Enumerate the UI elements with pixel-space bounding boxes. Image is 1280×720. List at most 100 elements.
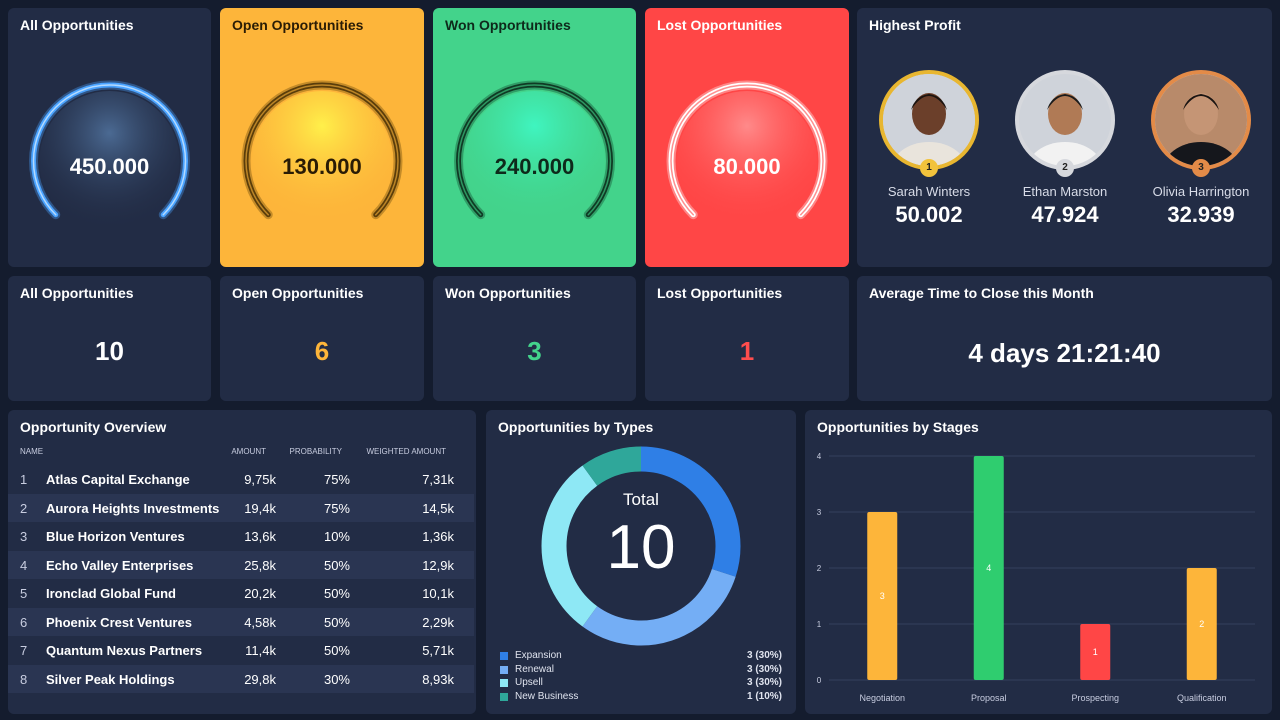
person-1-avatar [883, 74, 975, 166]
legend-swatch [500, 679, 508, 687]
count-title: Lost Opportunities [657, 285, 783, 301]
avg-time-value: 4 days 21:21:40 [968, 338, 1161, 368]
row-name: Phoenix Crest Ventures [46, 614, 192, 630]
gauge-title: All Opportunities [20, 17, 134, 33]
count-card-2: Open Opportunities 6 [220, 276, 424, 401]
donut-total-label: Total [623, 490, 659, 509]
gauge-arc [666, 80, 828, 231]
table-header: NAME AMOUNT PROBABILITY WEIGHTED AMOUNT [8, 447, 474, 461]
avatar [879, 70, 979, 170]
row-index: 4 [20, 557, 28, 573]
legend-label: New Business [515, 690, 579, 702]
donut-segment-renewal[interactable] [582, 568, 736, 646]
y-tick-label: 4 [817, 452, 822, 461]
avg-time-title: Average Time to Close this Month [869, 285, 1094, 301]
gauge-value: 450.000 [69, 154, 150, 179]
y-tick-label: 0 [817, 676, 822, 685]
gauge-arc [454, 80, 615, 231]
person-name: Sarah Winters [887, 184, 971, 199]
bar-prospecting[interactable] [1080, 624, 1111, 680]
row-index: 1 [20, 472, 28, 487]
gauge-arc [29, 80, 190, 231]
gauge-title: Won Opportunities [445, 17, 571, 33]
row-probability: 10% [323, 529, 350, 544]
legend-label: Upsell [515, 677, 543, 688]
row-weighted-amount: 1,36k [422, 529, 454, 544]
count-card-4: Lost Opportunities 1 [645, 276, 849, 401]
legend-item[interactable]: Renewal 3 (30%) [500, 664, 782, 678]
row-index: 6 [20, 614, 28, 630]
table-row[interactable]: 5 Ironclad Global Fund 20,2k 50% 10,1k [8, 579, 474, 608]
gauge-value: 80.000 [713, 154, 781, 179]
person-value: 32.939 [1167, 202, 1235, 227]
person-3-avatar [1155, 74, 1247, 166]
x-tick-label: Proposal [971, 693, 1007, 703]
bar-value-label: 4 [986, 563, 991, 573]
stages-title: Opportunities by Stages [817, 419, 979, 435]
table-row[interactable]: 2 Aurora Heights Investments 19,4k 75% 1… [8, 493, 474, 522]
legend-value: 3 (30%) [746, 677, 782, 688]
legend-value: 1 (10%) [746, 690, 782, 702]
person-name: Ethan Marston [1022, 184, 1108, 199]
row-weighted-amount: 7,31k [422, 472, 454, 487]
col-amount-header: AMOUNT [231, 447, 266, 456]
legend-item[interactable]: New Business 1 (10%) [500, 691, 782, 705]
row-amount: 29,8k [244, 671, 276, 687]
gauge-card-1: All Opportunities 450.000 [8, 8, 211, 267]
table-row[interactable]: 3 Blue Horizon Ventures 13,6k 10% 1,36k [8, 522, 474, 551]
rank-badge: 3 [1192, 159, 1210, 177]
gauge-title: Lost Opportunities [657, 17, 783, 33]
person-name: Olivia Harrington [1152, 184, 1250, 199]
row-amount: 19,4k [244, 500, 276, 516]
row-name: Ironclad Global Fund [46, 586, 176, 601]
table-row[interactable]: 6 Phoenix Crest Ventures 4,58k 50% 2,29k [8, 607, 474, 636]
donut-segment-upsell[interactable] [541, 465, 598, 627]
x-tick-label: Qualification [1177, 693, 1227, 703]
count-title: All Opportunities [20, 285, 134, 301]
row-amount: 11,4k [245, 643, 276, 658]
legend-swatch [500, 652, 508, 660]
legend-value: 3 (30%) [746, 650, 782, 661]
row-probability: 50% [323, 586, 350, 601]
donut-total-value: 10 [606, 513, 676, 582]
x-tick-label: Negotiation [859, 693, 905, 703]
table-row[interactable]: 7 Quantum Nexus Partners 11,4k 50% 5,71k [8, 636, 474, 665]
y-tick-label: 2 [817, 564, 822, 573]
row-probability: 75% [323, 500, 350, 516]
types-card: Opportunities by Types Total 10 Expansio… [486, 410, 796, 714]
row-weighted-amount: 5,71k [422, 643, 454, 658]
row-index: 7 [20, 643, 28, 658]
row-name: Aurora Heights Investments [46, 500, 220, 516]
row-weighted-amount: 8,93k [422, 671, 454, 687]
bar-value-label: 1 [1093, 647, 1098, 657]
table-row[interactable]: 4 Echo Valley Enterprises 25,8k 50% 12,9… [8, 550, 474, 579]
count-value: 3 [527, 336, 542, 366]
row-index: 5 [20, 586, 28, 601]
bar-value-label: 3 [880, 591, 885, 601]
gauge-card-2: Open Opportunities 130.000 [220, 8, 424, 267]
row-probability: 30% [323, 671, 350, 687]
row-name: Blue Horizon Ventures [46, 529, 185, 544]
row-amount: 9,75k [244, 472, 276, 487]
top-person-1: 1 Sarah Winters 50.002 [869, 70, 989, 228]
legend-swatch [500, 665, 508, 674]
gauge-title: Open Opportunities [232, 17, 364, 33]
overview-title: Opportunity Overview [20, 419, 167, 435]
bar-qualification[interactable] [1186, 568, 1217, 680]
top-person-2: 2 Ethan Marston 47.924 [1005, 70, 1125, 228]
row-index: 8 [20, 671, 28, 687]
gauge-card-3: Won Opportunities 240.000 [433, 8, 636, 267]
person-2-avatar [1019, 74, 1111, 166]
table-row[interactable]: 1 Atlas Capital Exchange 9,75k 75% 7,31k [8, 465, 474, 494]
x-tick-label: Prospecting [1071, 693, 1119, 703]
donut-segment-expansion[interactable] [640, 446, 741, 577]
bar-proposal[interactable] [973, 456, 1004, 680]
bar-negotiation[interactable] [867, 512, 898, 680]
row-probability: 50% [323, 557, 350, 573]
legend-item[interactable]: Expansion 3 (30%) [500, 650, 782, 664]
stages-bar-chart: 0 1 2 3 4 3 Negotiation 4 Proposal 1 Prospecting 2 Q… [817, 452, 1255, 703]
donut-segment-new-business[interactable] [582, 446, 642, 486]
legend-item[interactable]: Upsell 3 (30%) [500, 677, 782, 691]
legend-label: Expansion [515, 650, 562, 661]
table-row[interactable]: 8 Silver Peak Holdings 29,8k 30% 8,93k [8, 664, 474, 693]
